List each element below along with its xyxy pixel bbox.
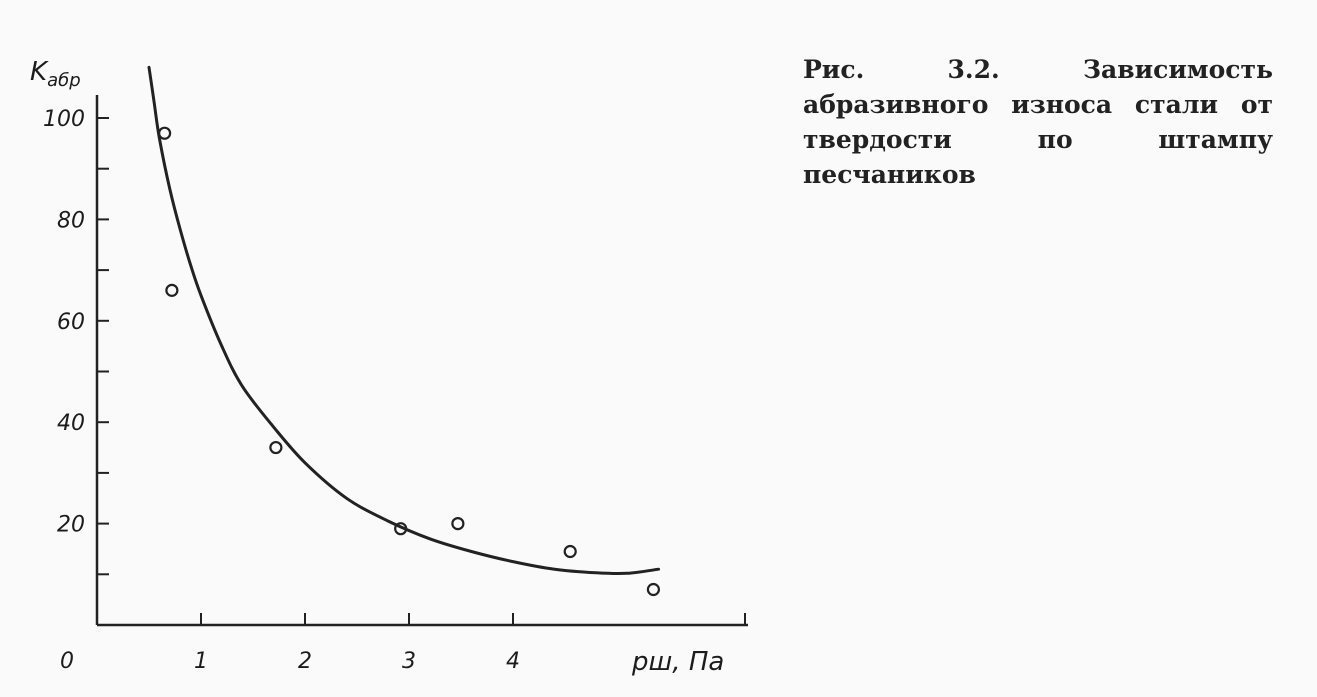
x-tick-label: 4	[506, 649, 520, 674]
y-tick-label: 60	[57, 310, 85, 335]
y-tick-label: 20	[57, 513, 85, 538]
data-point	[563, 544, 577, 559]
x-tick-label: 1	[194, 649, 208, 674]
trend-curve	[147, 65, 661, 576]
data-point	[158, 126, 172, 140]
figure-caption: Рис. 3.2. Зависимость абразивного износа…	[803, 55, 1273, 189]
y-tick-label: 100	[43, 107, 85, 132]
tick-labels: 20 40 60 80 100 1 2 3 4	[43, 107, 520, 674]
data-points	[158, 126, 661, 597]
x-axis-title: pш, Па	[631, 647, 724, 677]
x-tick-label: 2	[298, 649, 312, 674]
axes	[95, 95, 748, 627]
y-axis-title: Kабр	[30, 57, 81, 91]
ticks	[97, 117, 746, 625]
data-point	[394, 522, 408, 536]
data-point	[269, 440, 283, 455]
y-axis-title-sub: абр	[47, 70, 81, 91]
data-point	[646, 582, 661, 597]
y-axis-title-main: K	[30, 57, 49, 87]
y-tick-label: 80	[57, 208, 85, 233]
data-point	[165, 283, 179, 297]
x-tick-label: 3	[402, 649, 416, 674]
origin-label: 0	[60, 649, 74, 674]
data-point	[451, 516, 465, 531]
y-tick-label: 40	[57, 411, 85, 436]
